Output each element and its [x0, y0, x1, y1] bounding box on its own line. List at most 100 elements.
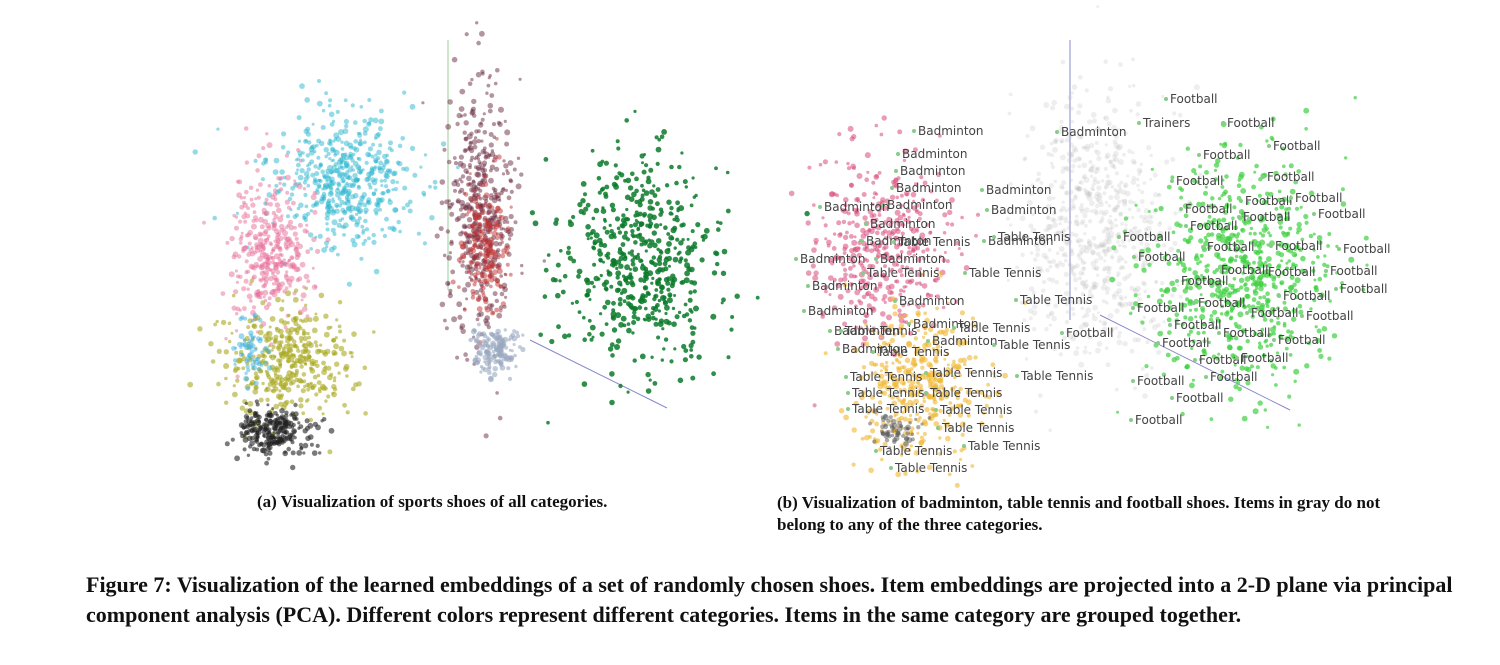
point — [502, 286, 508, 293]
point — [460, 174, 466, 179]
point — [616, 146, 621, 151]
point — [252, 234, 259, 240]
point — [589, 236, 593, 240]
point — [1128, 199, 1133, 205]
point — [235, 312, 239, 316]
point — [367, 98, 372, 102]
point — [290, 185, 295, 191]
point — [1106, 246, 1113, 253]
point — [391, 188, 395, 192]
point — [324, 399, 328, 403]
point — [387, 226, 392, 230]
point — [1088, 243, 1093, 248]
point — [244, 371, 248, 375]
point — [603, 279, 610, 285]
point — [663, 225, 668, 230]
point — [939, 273, 943, 278]
point — [1136, 207, 1141, 213]
point — [1078, 156, 1083, 162]
point — [834, 341, 841, 347]
point — [1069, 106, 1074, 111]
point — [669, 359, 674, 364]
point — [350, 355, 354, 359]
point — [254, 374, 260, 381]
point — [350, 194, 356, 200]
point — [348, 153, 352, 158]
point — [495, 205, 501, 211]
point — [305, 249, 311, 255]
point — [387, 198, 392, 202]
point — [271, 272, 275, 276]
point — [366, 200, 372, 206]
point — [1028, 316, 1033, 321]
point — [1326, 244, 1330, 248]
point — [1250, 282, 1255, 287]
point — [663, 337, 669, 342]
point — [600, 186, 606, 191]
point — [672, 217, 676, 222]
point — [662, 300, 669, 306]
point — [421, 101, 425, 105]
point — [1086, 238, 1091, 244]
point — [350, 158, 355, 163]
point — [630, 261, 636, 267]
point — [460, 230, 464, 234]
point — [293, 179, 297, 183]
point — [319, 343, 323, 347]
point — [453, 188, 457, 193]
point — [505, 220, 510, 224]
point — [359, 256, 364, 261]
point — [296, 168, 300, 172]
point — [1130, 238, 1135, 242]
point — [384, 216, 389, 222]
point — [328, 157, 332, 161]
point — [355, 212, 359, 216]
point — [1064, 103, 1070, 110]
point — [292, 361, 297, 365]
point — [477, 187, 481, 191]
point — [614, 344, 620, 350]
point — [306, 279, 311, 284]
point — [292, 231, 298, 237]
point — [687, 318, 693, 323]
point — [1118, 301, 1124, 307]
point — [651, 306, 656, 311]
point — [256, 153, 262, 159]
point — [266, 142, 273, 149]
point — [609, 284, 614, 289]
point — [945, 259, 950, 264]
point — [1065, 329, 1071, 335]
point — [1176, 283, 1180, 287]
point — [257, 216, 264, 223]
point — [657, 137, 661, 142]
point — [277, 420, 283, 426]
point — [1048, 264, 1053, 269]
point — [1107, 204, 1112, 208]
point — [1105, 300, 1109, 305]
point — [287, 424, 292, 429]
point — [501, 172, 506, 176]
point — [266, 254, 272, 261]
point — [1122, 152, 1126, 157]
point — [353, 120, 358, 125]
point — [838, 408, 845, 414]
point — [271, 282, 276, 286]
point — [402, 90, 407, 95]
point — [1081, 162, 1088, 169]
point — [1170, 293, 1175, 298]
point — [583, 192, 587, 197]
point — [375, 202, 381, 209]
point — [602, 304, 608, 310]
point — [826, 239, 832, 246]
point — [543, 267, 549, 273]
point — [1137, 188, 1141, 192]
point — [875, 260, 879, 264]
point — [680, 151, 684, 155]
point — [1113, 248, 1119, 254]
point — [378, 118, 385, 125]
point — [260, 177, 265, 182]
point — [1075, 346, 1080, 350]
point — [314, 392, 319, 397]
point — [340, 165, 344, 169]
